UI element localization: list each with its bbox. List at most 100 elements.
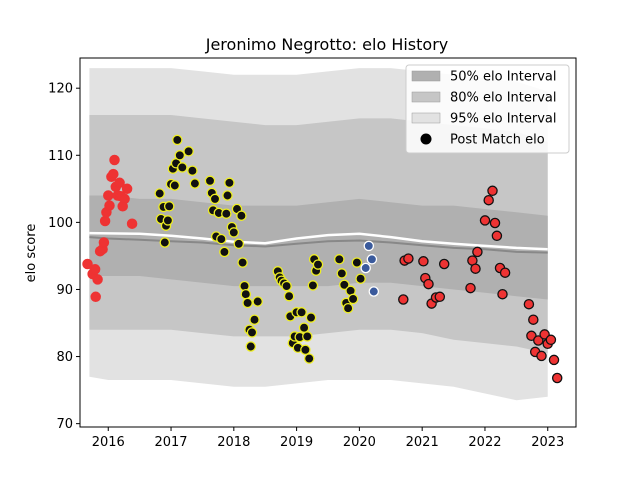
data-point	[497, 288, 508, 300]
band-50	[89, 195, 548, 300]
y-tick-label: 80	[56, 350, 73, 365]
data-point	[249, 314, 260, 325]
expected-elo-line	[89, 231, 548, 251]
data-point	[228, 227, 240, 238]
data-point	[240, 288, 252, 300]
data-point	[119, 193, 130, 205]
data-point	[126, 218, 138, 229]
data-point	[300, 344, 311, 356]
center-lines	[89, 231, 548, 254]
x-tick-label: 2021	[406, 435, 439, 450]
data-point	[523, 298, 535, 310]
data-point	[216, 233, 227, 245]
plot-frame	[79, 57, 577, 428]
data-point	[209, 193, 221, 205]
data-point	[159, 237, 171, 248]
data-point	[303, 353, 315, 364]
legend: 50% elo Interval 80% elo Interval 95% elo …	[405, 64, 570, 154]
data-point	[163, 201, 175, 212]
data-point	[204, 175, 216, 187]
data-point	[528, 314, 539, 325]
data-point	[489, 217, 501, 229]
legend-box	[405, 64, 570, 154]
data-point	[360, 262, 371, 274]
data-point	[533, 335, 544, 346]
data-point	[403, 253, 414, 264]
x-tick-label: 2016	[92, 435, 125, 450]
data-point	[366, 254, 378, 265]
data-point	[536, 350, 547, 362]
data-point	[174, 150, 186, 161]
data-point	[312, 259, 324, 270]
data-point	[298, 322, 310, 333]
x-tick-label: 2019	[280, 435, 313, 450]
data-point	[237, 257, 248, 268]
data-point	[305, 312, 317, 323]
data-point	[224, 177, 235, 189]
y-tick-label: 100	[48, 216, 73, 231]
data-point	[355, 273, 366, 284]
legend-swatch	[411, 91, 441, 103]
data-point	[98, 237, 110, 248]
data-point	[398, 294, 409, 305]
data-point	[162, 215, 174, 226]
data-point	[108, 168, 119, 180]
data-point	[483, 194, 494, 206]
data-point	[89, 264, 101, 275]
x-tick-label: 2023	[531, 435, 564, 450]
data-point	[219, 246, 230, 258]
data-point	[363, 240, 375, 252]
data-point	[339, 279, 350, 291]
data-point	[221, 208, 232, 219]
data-point	[99, 215, 111, 227]
legend-label: 50% elo Interval	[450, 70, 557, 85]
data-point	[307, 280, 319, 291]
data-point	[281, 280, 292, 292]
data-point	[438, 258, 450, 270]
data-point	[103, 190, 114, 201]
data-point	[242, 297, 253, 309]
data-point	[222, 190, 233, 201]
data-point	[189, 178, 201, 189]
data-point	[283, 290, 295, 302]
data-point	[334, 254, 345, 265]
data-point	[82, 258, 93, 270]
data-point	[472, 246, 483, 258]
mean-elo-line	[89, 236, 548, 254]
data-point	[92, 274, 103, 285]
y-tick-label: 90	[56, 283, 73, 298]
legend-label: Post Match elo	[450, 133, 545, 148]
data-point	[177, 162, 188, 173]
data-point	[499, 267, 511, 278]
data-point	[351, 257, 363, 268]
data-point	[104, 200, 115, 211]
data-point	[172, 134, 183, 146]
data-point	[368, 286, 380, 297]
data-point	[245, 341, 257, 352]
data-point	[491, 230, 503, 242]
data-point	[154, 188, 165, 199]
post-match-points	[82, 134, 563, 384]
x-tick-label: 2017	[154, 435, 187, 450]
data-point	[302, 331, 313, 342]
x-tick-label: 2022	[468, 435, 501, 450]
y-tick-label: 110	[48, 149, 73, 164]
data-point	[187, 165, 198, 176]
data-point	[551, 372, 563, 384]
data-point	[418, 256, 429, 267]
y-tick-label: 70	[56, 417, 73, 432]
data-point	[296, 307, 307, 318]
y-axis: 70 80 90 100 110 120	[48, 82, 80, 432]
data-point	[347, 293, 359, 305]
data-point	[109, 154, 120, 166]
data-point	[342, 302, 354, 314]
x-axis: 2016 2017 2018 2019 2020 2021 2022 2023	[92, 427, 564, 450]
data-point	[114, 177, 125, 189]
data-point	[121, 183, 133, 195]
x-tick-label: 2020	[343, 435, 376, 450]
data-point	[183, 146, 194, 157]
legend-swatch	[411, 70, 441, 82]
data-point	[487, 185, 498, 197]
legend-marker	[420, 133, 432, 145]
data-point	[90, 291, 101, 303]
